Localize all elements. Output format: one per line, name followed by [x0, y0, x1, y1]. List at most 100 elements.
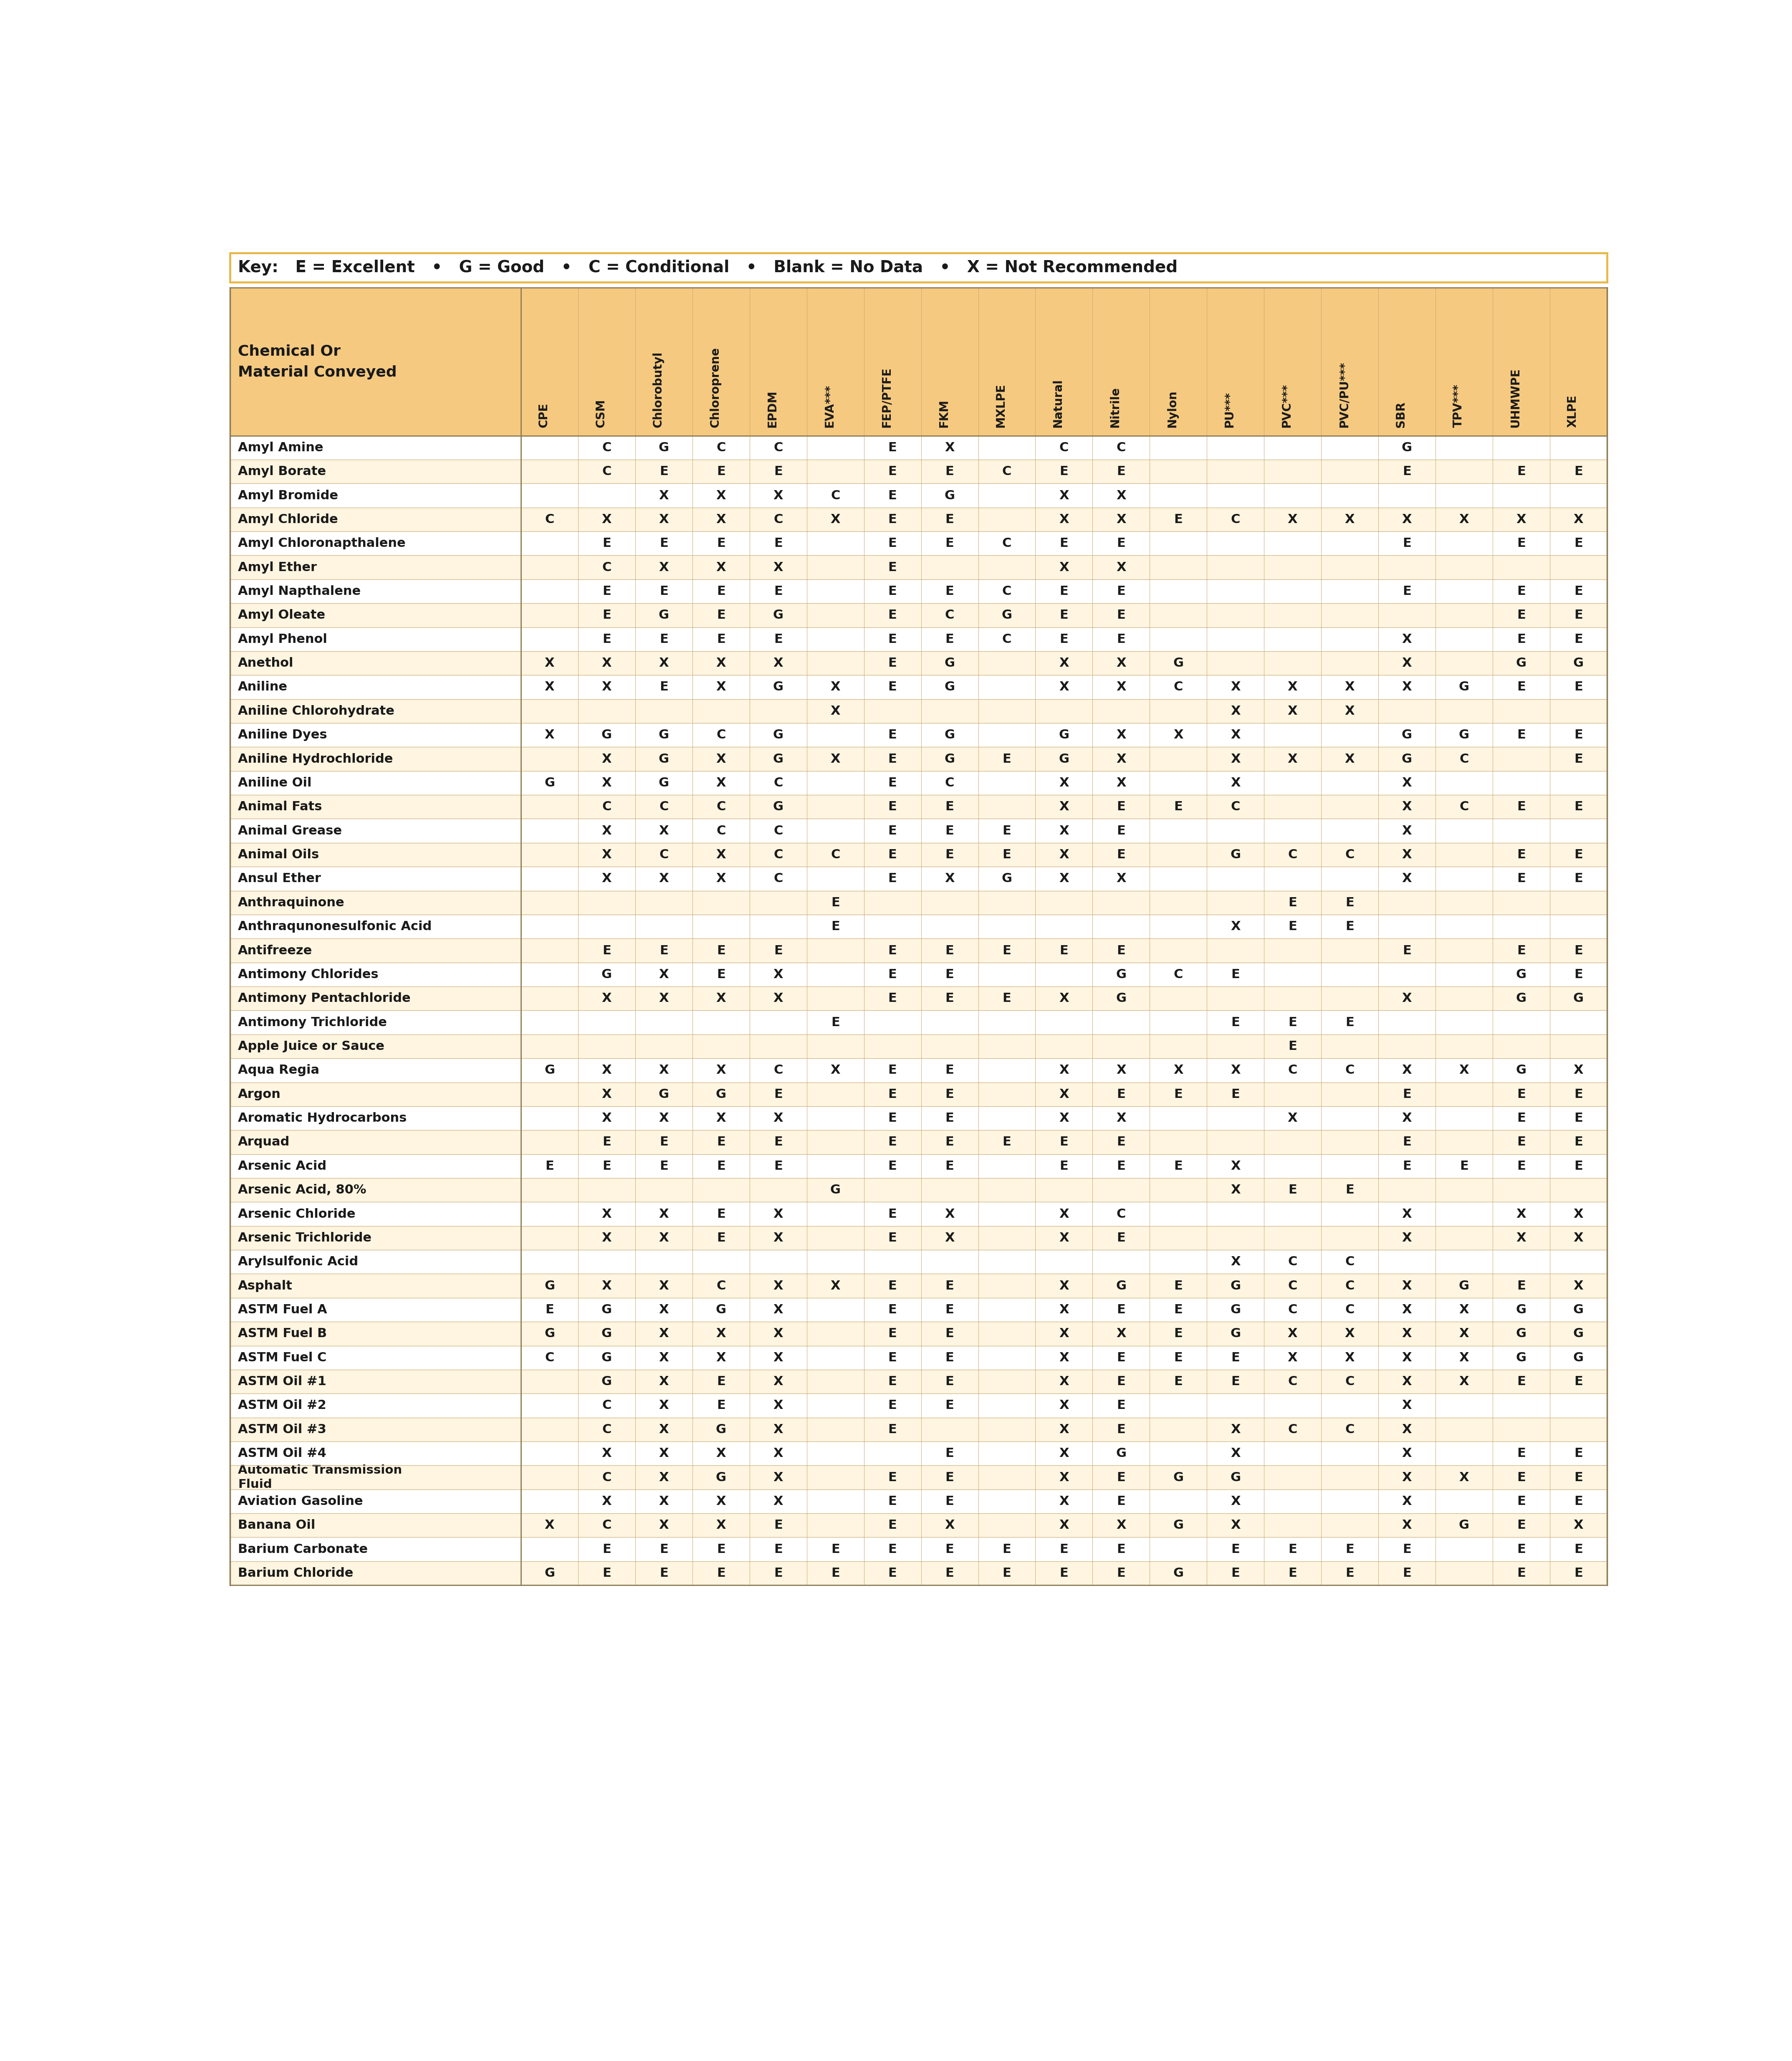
Text: X: X [1059, 1519, 1068, 1531]
Text: Chloroprene: Chloroprene [710, 346, 720, 427]
Text: C: C [602, 802, 611, 812]
Text: E: E [946, 466, 953, 478]
Text: C: C [774, 1063, 783, 1076]
Text: C: C [1002, 633, 1011, 645]
Text: C: C [831, 849, 840, 861]
Text: E: E [1573, 610, 1582, 620]
Text: C: C [1174, 969, 1183, 981]
Text: G: G [944, 680, 955, 692]
Text: X: X [1059, 872, 1068, 884]
Text: E: E [1116, 538, 1125, 550]
Text: E: E [1516, 1472, 1525, 1484]
Text: X: X [1288, 1352, 1297, 1364]
Text: X: X [1059, 1399, 1068, 1412]
Text: G: G [944, 730, 955, 742]
Text: G: G [1401, 730, 1412, 742]
Text: G: G [1516, 657, 1527, 670]
Bar [229, 771, 1607, 796]
Text: C: C [774, 777, 783, 789]
Text: X: X [1116, 752, 1125, 765]
Text: E: E [717, 944, 726, 956]
Bar [229, 1129, 1607, 1154]
Text: X: X [774, 1399, 783, 1412]
Bar [229, 484, 1607, 507]
Text: XLPE: XLPE [1566, 396, 1579, 427]
Text: E: E [1174, 1088, 1183, 1101]
Bar [229, 915, 1607, 938]
Text: X: X [1459, 1063, 1469, 1076]
Text: G: G [1573, 657, 1584, 670]
Text: E: E [1573, 1496, 1582, 1507]
Text: Chlorobutyl: Chlorobutyl [652, 352, 663, 427]
Text: C: C [1002, 538, 1011, 550]
Text: X: X [1231, 1255, 1240, 1268]
Bar [229, 651, 1607, 676]
Text: X: X [774, 1232, 783, 1245]
Text: Amyl Amine: Amyl Amine [238, 441, 323, 453]
Text: E: E [831, 1566, 840, 1579]
Text: X: X [1401, 1305, 1412, 1315]
Text: E: E [946, 538, 953, 550]
Text: G: G [715, 1472, 726, 1484]
Text: E: E [1288, 1566, 1297, 1579]
Text: E: E [946, 944, 953, 956]
Text: Animal Grease: Animal Grease [238, 824, 342, 837]
Text: E: E [659, 633, 668, 645]
Text: X: X [659, 657, 668, 670]
Text: E: E [1403, 585, 1412, 598]
Bar [229, 532, 1607, 554]
Text: G: G [1516, 1352, 1527, 1364]
Text: Animal Oils: Animal Oils [238, 849, 319, 861]
Bar [229, 1418, 1607, 1441]
Text: X: X [1459, 1305, 1469, 1315]
Text: E: E [774, 1136, 783, 1148]
Text: X: X [1401, 777, 1412, 789]
Text: X: X [1059, 802, 1068, 812]
Text: X: X [659, 1472, 668, 1484]
Text: E: E [1059, 1566, 1068, 1579]
Text: X: X [1116, 1519, 1125, 1531]
Text: E: E [1059, 1136, 1068, 1148]
Text: E: E [1516, 1519, 1525, 1531]
Text: X: X [717, 513, 726, 526]
Text: X: X [1401, 1280, 1412, 1292]
Text: Amyl Bromide: Amyl Bromide [238, 491, 339, 501]
Text: E: E [1116, 944, 1125, 956]
Text: X: X [774, 1113, 783, 1123]
Text: E: E [602, 538, 611, 550]
Text: Amyl Chloride: Amyl Chloride [238, 513, 339, 526]
Text: C: C [717, 1280, 726, 1292]
Text: E: E [1116, 585, 1125, 598]
Text: E: E [946, 1160, 953, 1173]
Text: X: X [830, 680, 840, 692]
Text: E: E [1174, 513, 1183, 526]
Text: X: X [774, 1208, 783, 1220]
Text: X: X [1573, 1063, 1584, 1076]
Text: E: E [717, 1136, 726, 1148]
Text: E: E [1403, 1136, 1412, 1148]
Bar [229, 1346, 1607, 1371]
Text: X: X [774, 1305, 783, 1315]
Text: E: E [1516, 538, 1525, 550]
Text: E: E [717, 1160, 726, 1173]
Text: C: C [1346, 1280, 1355, 1292]
Text: X: X [1401, 1375, 1412, 1387]
Text: E: E [946, 1327, 953, 1340]
Text: C: C [1002, 585, 1011, 598]
Text: Natural: Natural [1052, 379, 1064, 427]
Text: E: E [602, 944, 611, 956]
Text: E: E [774, 1544, 783, 1556]
Text: Nitrile: Nitrile [1109, 387, 1122, 427]
Text: X: X [659, 1496, 668, 1507]
Text: E: E [1116, 1375, 1125, 1387]
Text: E: E [946, 1375, 953, 1387]
Text: E: E [889, 1424, 896, 1437]
Text: E: E [1059, 944, 1068, 956]
Text: X: X [717, 680, 726, 692]
Text: E: E [889, 969, 896, 981]
Text: E: E [1174, 1305, 1183, 1315]
Text: X: X [1059, 1352, 1068, 1364]
Bar [229, 1298, 1607, 1321]
Text: Aniline: Aniline [238, 680, 287, 692]
Text: X: X [602, 680, 611, 692]
